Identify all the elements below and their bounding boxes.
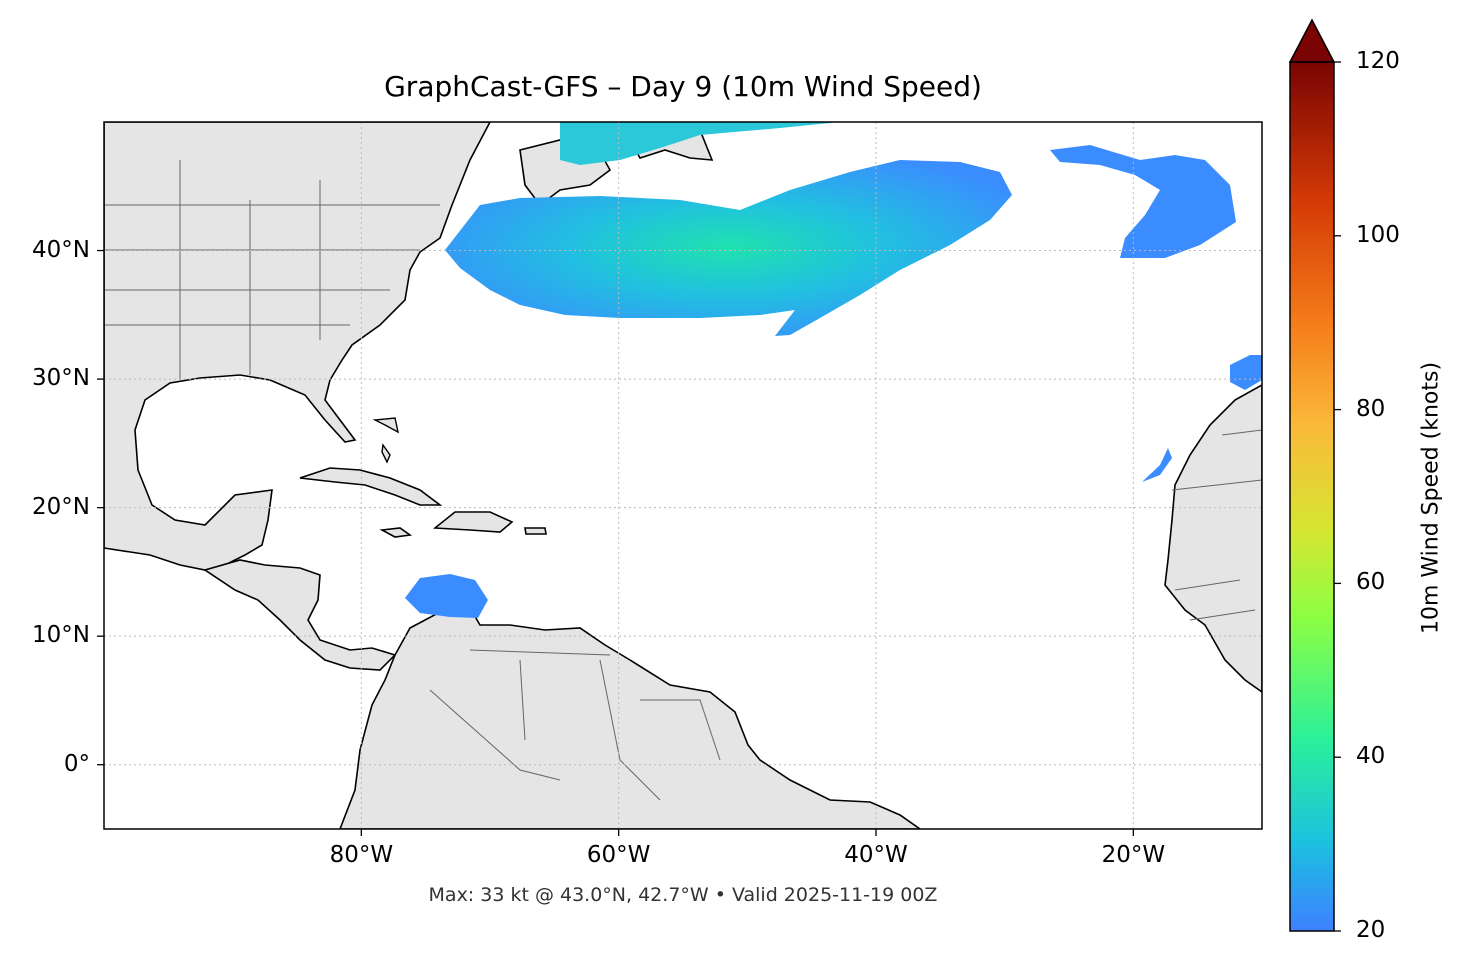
colorbar-ticks (1334, 61, 1341, 932)
map-plot-area (104, 122, 1262, 829)
x-tick-label: 80°W (329, 842, 394, 868)
tick-marks (97, 249, 1134, 836)
y-tick-label: 10°N (32, 622, 90, 649)
y-tick-label: 0° (63, 750, 90, 777)
y-tick-label: 20°N (32, 493, 90, 520)
x-tick-label: 40°W (844, 842, 908, 868)
map-footer-info: Max: 33 kt @ 43.0°N, 42.7°W • Valid 2025… (428, 884, 938, 906)
land-cuba (299, 467, 443, 506)
wind-region-east-atlantic (1050, 145, 1236, 258)
wind-region-caribbean (405, 574, 488, 618)
land-africa (1164, 384, 1262, 693)
wind-region-azores (1230, 355, 1262, 390)
colorbar-label: 10m Wind Speed (knots) (1418, 361, 1444, 635)
colorbar (1288, 18, 1341, 932)
colorbar-tick-label: 100 (1356, 221, 1400, 248)
wind-region-gulfstream (445, 160, 1012, 336)
wind-speed-field (405, 122, 1262, 618)
plot-frame (103, 121, 1263, 830)
colorbar-tick-label: 40 (1356, 743, 1386, 770)
land-central-america (203, 559, 397, 671)
colorbar-tick-label: 60 (1356, 569, 1386, 596)
state-borders (104, 160, 1262, 801)
land-south-america (339, 607, 922, 829)
colorbar-tick-label: 80 (1356, 395, 1386, 422)
land-jamaica (379, 527, 413, 538)
land-hispaniola (432, 511, 514, 533)
wind-region-canada (560, 122, 840, 165)
gridlines (104, 122, 1262, 829)
y-tick-label: 40°N (32, 236, 90, 263)
colorbar-tick-label: 120 (1356, 48, 1400, 74)
y-tick-label: 30°N (32, 365, 90, 392)
wind-region-canaries (1142, 448, 1172, 482)
land-bahamas (372, 417, 400, 464)
colorbar-frame (1289, 61, 1335, 932)
x-tick-label: 20°W (1101, 842, 1166, 868)
colorbar-scale (1290, 62, 1334, 931)
map-title: GraphCast-GFS – Day 9 (10m Wind Speed) (384, 70, 982, 103)
land-puerto-rico (524, 527, 547, 535)
colorbar-extend-arrow (1288, 18, 1336, 63)
x-tick-label: 60°W (586, 842, 651, 868)
land-north-america (104, 122, 491, 571)
colorbar-tick-label: 20 (1356, 917, 1386, 943)
